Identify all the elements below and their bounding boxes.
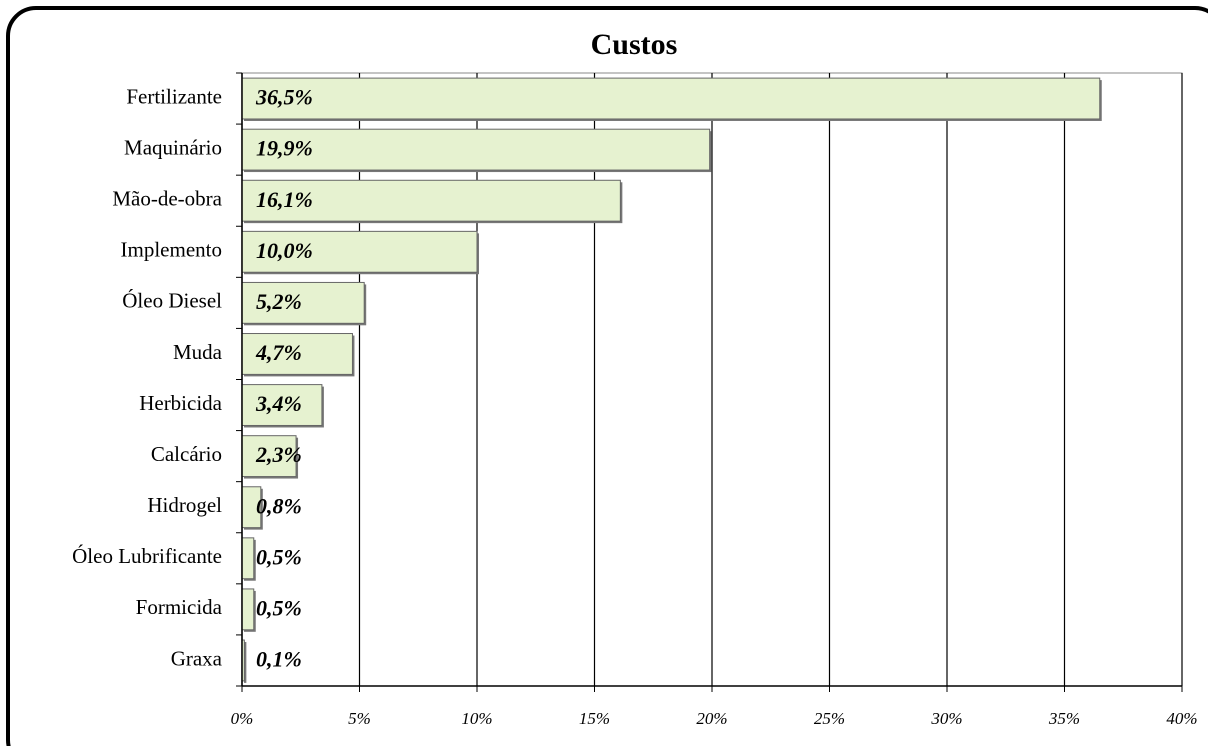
- y-tick-label: Graxa: [171, 646, 223, 670]
- value-label: 0,8%: [256, 493, 302, 518]
- value-label: 10,0%: [256, 238, 313, 263]
- y-tick-label: Óleo Lubrificante: [72, 544, 222, 568]
- y-tick-label: Hidrogel: [147, 493, 222, 517]
- bar: [241, 77, 1101, 120]
- x-tick-label: 20%: [696, 709, 727, 728]
- y-tick-label: Fertilizante: [126, 84, 222, 108]
- y-tick-label: Calcário: [151, 442, 222, 466]
- value-label: 5,2%: [256, 289, 302, 314]
- x-tick-label: 25%: [814, 709, 845, 728]
- bar: [241, 384, 323, 426]
- y-tick-label: Herbicida: [139, 391, 222, 415]
- value-label: 0,5%: [256, 544, 302, 569]
- value-label: 3,4%: [255, 391, 302, 416]
- value-label: 16,1%: [256, 187, 313, 212]
- value-label: 2,3%: [255, 442, 302, 467]
- bar: [241, 179, 621, 222]
- bar: [241, 128, 711, 171]
- bar-shadow: [244, 642, 247, 683]
- bar: [241, 281, 365, 324]
- x-tick-label: 5%: [348, 709, 371, 728]
- value-label: 0,1%: [256, 647, 302, 672]
- bar: [241, 588, 255, 631]
- bar: [241, 333, 353, 375]
- x-tick-label: 0%: [231, 709, 254, 728]
- y-tick-label: Implemento: [121, 238, 222, 262]
- value-label: 19,9%: [256, 136, 313, 161]
- value-label: 36,5%: [255, 85, 313, 110]
- bar: [241, 537, 255, 580]
- y-tick-label: Óleo Diesel: [122, 289, 222, 313]
- x-tick-label: 30%: [930, 709, 962, 728]
- x-tick-label: 40%: [1166, 709, 1197, 728]
- x-tick-label: 15%: [579, 709, 610, 728]
- y-tick-label: Maquinário: [124, 135, 222, 159]
- bar: [241, 230, 478, 273]
- bar: [241, 435, 297, 478]
- value-label: 4,7%: [255, 340, 302, 365]
- value-label: 0,5%: [256, 595, 302, 620]
- y-tick-label: Mão-de-obra: [112, 187, 222, 211]
- y-tick-label: Muda: [173, 340, 223, 364]
- x-tick-label: 35%: [1048, 709, 1080, 728]
- y-tick-label: Formicida: [136, 595, 223, 619]
- chart-title: Custos: [591, 28, 678, 61]
- x-tick-label: 10%: [461, 709, 492, 728]
